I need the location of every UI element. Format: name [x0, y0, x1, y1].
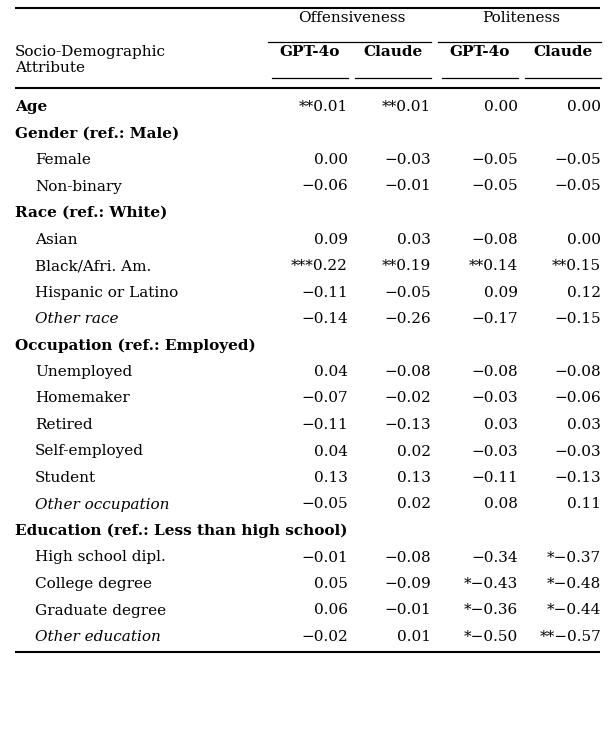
Text: 0.11: 0.11 — [567, 497, 601, 512]
Text: **0.01: **0.01 — [299, 100, 348, 114]
Text: −0.14: −0.14 — [301, 312, 348, 326]
Text: −0.26: −0.26 — [384, 312, 431, 326]
Text: −0.09: −0.09 — [384, 577, 431, 591]
Text: −0.08: −0.08 — [384, 551, 431, 565]
Text: Asian: Asian — [35, 233, 77, 247]
Text: *−0.50: *−0.50 — [464, 630, 518, 644]
Text: Unemployed: Unemployed — [35, 365, 133, 379]
Text: −0.03: −0.03 — [554, 444, 601, 459]
Text: 0.13: 0.13 — [397, 471, 431, 485]
Text: Homemaker: Homemaker — [35, 391, 130, 405]
Text: 0.04: 0.04 — [314, 444, 348, 459]
Text: −0.11: −0.11 — [301, 286, 348, 299]
Text: Graduate degree: Graduate degree — [35, 604, 166, 618]
Text: Race (ref.: White): Race (ref.: White) — [15, 206, 167, 220]
Text: −0.05: −0.05 — [554, 180, 601, 194]
Text: Socio-Demographic: Socio-Demographic — [15, 45, 166, 59]
Text: Other occupation: Other occupation — [35, 497, 170, 512]
Text: 0.09: 0.09 — [484, 286, 518, 299]
Text: −0.05: −0.05 — [302, 497, 348, 512]
Text: −0.08: −0.08 — [554, 365, 601, 379]
Text: Offensiveness: Offensiveness — [298, 11, 405, 25]
Text: −0.34: −0.34 — [471, 551, 518, 565]
Text: *−0.36: *−0.36 — [464, 604, 518, 618]
Text: −0.05: −0.05 — [471, 180, 518, 194]
Text: Education (ref.: Less than high school): Education (ref.: Less than high school) — [15, 524, 348, 539]
Text: Attribute: Attribute — [15, 61, 85, 75]
Text: **0.19: **0.19 — [382, 259, 431, 273]
Text: 0.03: 0.03 — [397, 233, 431, 247]
Text: 0.02: 0.02 — [397, 444, 431, 459]
Text: Female: Female — [35, 153, 91, 167]
Text: −0.05: −0.05 — [384, 286, 431, 299]
Text: *−0.44: *−0.44 — [547, 604, 601, 618]
Text: −0.05: −0.05 — [471, 153, 518, 167]
Text: −0.11: −0.11 — [301, 418, 348, 432]
Text: Age: Age — [15, 100, 47, 114]
Text: *−0.37: *−0.37 — [547, 551, 601, 565]
Text: −0.03: −0.03 — [471, 391, 518, 405]
Text: Non-binary: Non-binary — [35, 180, 122, 194]
Text: Claude: Claude — [364, 45, 423, 59]
Text: −0.05: −0.05 — [554, 153, 601, 167]
Text: Claude: Claude — [533, 45, 593, 59]
Text: −0.15: −0.15 — [554, 312, 601, 326]
Text: 0.00: 0.00 — [567, 100, 601, 114]
Text: −0.06: −0.06 — [301, 180, 348, 194]
Text: Hispanic or Latino: Hispanic or Latino — [35, 286, 178, 299]
Text: Occupation (ref.: Employed): Occupation (ref.: Employed) — [15, 338, 256, 353]
Text: 0.01: 0.01 — [397, 630, 431, 644]
Text: −0.17: −0.17 — [471, 312, 518, 326]
Text: −0.07: −0.07 — [302, 391, 348, 405]
Text: Gender (ref.: Male): Gender (ref.: Male) — [15, 126, 179, 141]
Text: 0.12: 0.12 — [567, 286, 601, 299]
Text: Self-employed: Self-employed — [35, 444, 144, 459]
Text: Student: Student — [35, 471, 96, 485]
Text: Retired: Retired — [35, 418, 92, 432]
Text: −0.06: −0.06 — [554, 391, 601, 405]
Text: **0.14: **0.14 — [469, 259, 518, 273]
Text: −0.03: −0.03 — [384, 153, 431, 167]
Text: −0.08: −0.08 — [471, 365, 518, 379]
Text: −0.13: −0.13 — [384, 418, 431, 432]
Text: High school dipl.: High school dipl. — [35, 551, 166, 565]
Text: GPT-4o: GPT-4o — [450, 45, 510, 59]
Text: Other education: Other education — [35, 630, 161, 644]
Text: −0.11: −0.11 — [471, 471, 518, 485]
Text: −0.08: −0.08 — [471, 233, 518, 247]
Text: Politeness: Politeness — [483, 11, 561, 25]
Text: 0.04: 0.04 — [314, 365, 348, 379]
Text: **0.15: **0.15 — [552, 259, 601, 273]
Text: −0.02: −0.02 — [301, 630, 348, 644]
Text: 0.06: 0.06 — [314, 604, 348, 618]
Text: Other race: Other race — [35, 312, 119, 326]
Text: **0.01: **0.01 — [382, 100, 431, 114]
Text: *−0.43: *−0.43 — [464, 577, 518, 591]
Text: −0.13: −0.13 — [554, 471, 601, 485]
Text: −0.01: −0.01 — [301, 551, 348, 565]
Text: −0.03: −0.03 — [471, 444, 518, 459]
Text: −0.02: −0.02 — [384, 391, 431, 405]
Text: Black/Afri. Am.: Black/Afri. Am. — [35, 259, 151, 273]
Text: 0.08: 0.08 — [484, 497, 518, 512]
Text: **−0.57: **−0.57 — [539, 630, 601, 644]
Text: 0.00: 0.00 — [567, 233, 601, 247]
Text: College degree: College degree — [35, 577, 152, 591]
Text: ***0.22: ***0.22 — [291, 259, 348, 273]
Text: 0.00: 0.00 — [314, 153, 348, 167]
Text: 0.09: 0.09 — [314, 233, 348, 247]
Text: −0.08: −0.08 — [384, 365, 431, 379]
Text: 0.13: 0.13 — [314, 471, 348, 485]
Text: GPT-4o: GPT-4o — [280, 45, 340, 59]
Text: −0.01: −0.01 — [384, 180, 431, 194]
Text: 0.03: 0.03 — [567, 418, 601, 432]
Text: 0.05: 0.05 — [314, 577, 348, 591]
Text: −0.01: −0.01 — [384, 604, 431, 618]
Text: 0.02: 0.02 — [397, 497, 431, 512]
Text: 0.00: 0.00 — [484, 100, 518, 114]
Text: *−0.48: *−0.48 — [547, 577, 601, 591]
Text: 0.03: 0.03 — [484, 418, 518, 432]
